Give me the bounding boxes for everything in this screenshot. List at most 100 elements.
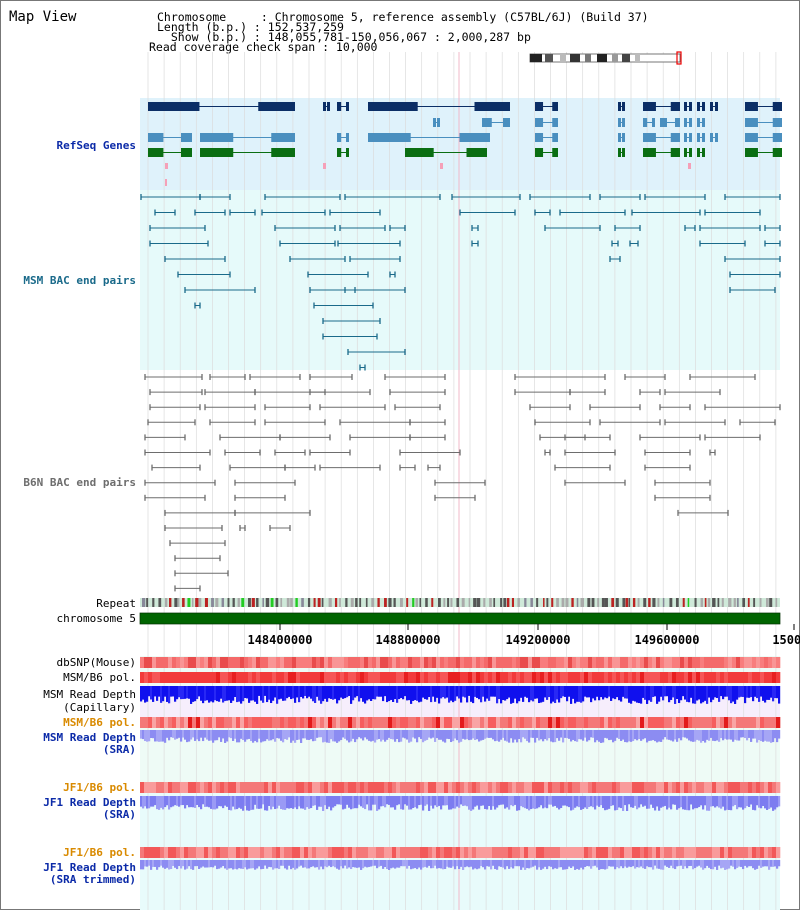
jf1-read-depth-trim-bar <box>246 860 249 870</box>
msm-read-depth-sra-bar <box>700 730 703 743</box>
jf1-read-depth-bar <box>304 796 307 810</box>
msm-b6-pol-sra-cell <box>320 717 325 728</box>
refseq-gene-exon <box>622 102 625 111</box>
jf1-read-depth-trim-bar <box>334 860 337 868</box>
jf1-read-depth-bar <box>620 796 623 809</box>
track-label-msm-bac[interactable]: MSM BAC end pairs <box>23 274 136 287</box>
jf1-b6-pol-trim-cell <box>600 847 605 858</box>
track-label-refseq[interactable]: RefSeq Genes <box>56 139 136 152</box>
msm-read-depth-sra-bar <box>578 730 581 740</box>
msm-b6-pol-cell <box>640 672 645 683</box>
msm-read-depth-bar <box>424 686 427 700</box>
msm-read-depth-sra-bar <box>552 730 555 743</box>
jf1-b6-pol-trim-cell <box>696 847 701 858</box>
track-label-jf1-b6-pol[interactable]: JF1/B6 pol. <box>63 781 136 794</box>
msm-b6-pol-sra-cell <box>628 717 633 728</box>
msm-read-depth-bar <box>700 686 703 704</box>
msm-read-depth-bar <box>592 686 595 699</box>
msm-read-depth-sra-bar <box>562 730 565 743</box>
jf1-read-depth-trim-bar <box>372 860 375 866</box>
msm-b6-pol-sra-cell <box>556 717 561 728</box>
track-label-b6n-bac[interactable]: B6N BAC end pairs <box>23 476 136 489</box>
msm-read-depth-sra-bar <box>702 730 705 741</box>
jf1-read-depth-trim-bar <box>148 860 151 866</box>
track-label-jf1-read-depth-trim[interactable]: JF1 Read Depth <box>43 861 136 874</box>
msm-read-depth-sra-bar <box>442 730 445 742</box>
jf1-read-depth-trim-bar <box>610 860 613 867</box>
msm-read-depth-sra-bar <box>770 730 773 743</box>
dbsnp-cell <box>720 657 725 668</box>
refseq-gene-exon <box>697 148 700 157</box>
msm-read-depth-bar <box>772 686 775 702</box>
refseq-genes-track[interactable] <box>148 102 782 186</box>
refseq-gene-exon <box>643 133 656 142</box>
track-label-msm-read-depth-sra[interactable]: MSM Read Depth <box>43 731 136 744</box>
jf1-read-depth-bar <box>596 796 599 806</box>
msm-b6-pol-cell <box>568 672 573 683</box>
msm-read-depth-sra-bar <box>740 730 743 738</box>
refseq-gene-exon <box>643 102 656 111</box>
jf1-read-depth-trim-bar <box>510 860 513 868</box>
polymorphism-tracks[interactable] <box>140 657 781 870</box>
msm-read-depth-sra-bar <box>688 730 691 741</box>
msm-read-depth-sra-bar <box>394 730 397 742</box>
msm-read-depth-sra-bar <box>468 730 471 741</box>
track-label-msm-b6-pol[interactable]: MSM/B6 pol. <box>63 671 136 684</box>
jf1-read-depth-trim-bar <box>500 860 503 867</box>
jf1-read-depth-trim-bar <box>604 860 607 870</box>
msm-read-depth-sra-bar <box>254 730 257 742</box>
msm-b6-pol-cell <box>404 672 409 683</box>
track-label-jf1-b6-pol-trim[interactable]: JF1/B6 pol. <box>63 846 136 859</box>
track-label-dbsnp[interactable]: dbSNP(Mouse) <box>56 656 136 669</box>
msm-read-depth-bar <box>284 686 287 701</box>
msm-read-depth-bar <box>418 686 421 703</box>
msm-read-depth-sra-bar <box>458 730 461 743</box>
msm-b6-pol-sra-cell <box>536 717 541 728</box>
msm-read-depth-sra-bar <box>678 730 681 739</box>
jf1-b6-pol-cell <box>720 782 725 793</box>
jf1-read-depth-trim-bar <box>606 860 609 869</box>
msm-read-depth-sra-bar <box>532 730 535 738</box>
dbsnp-cell <box>344 657 349 668</box>
jf1-read-depth-bar <box>202 796 205 805</box>
msm-bac-track[interactable] <box>140 194 781 371</box>
msm-read-depth-sra-bar <box>434 730 437 742</box>
track-label-msm-b6-pol-sra[interactable]: MSM/B6 pol. <box>63 716 136 729</box>
jf1-b6-pol-trim-cell <box>412 847 417 858</box>
jf1-b6-pol-cell <box>660 782 665 793</box>
jf1-read-depth-bar <box>310 796 313 809</box>
track-label-msm-read-depth[interactable]: MSM Read Depth <box>43 688 136 701</box>
track-label-repeat[interactable]: Repeat <box>96 597 136 610</box>
jf1-b6-pol-trim-cell <box>728 847 733 858</box>
msm-read-depth-bar <box>176 686 179 700</box>
jf1-read-depth-bar <box>272 796 275 807</box>
repeat-element <box>345 598 348 607</box>
msm-read-depth-bar <box>178 686 181 698</box>
dbsnp-cell <box>396 657 401 668</box>
msm-read-depth-bar <box>358 686 361 702</box>
repeat-element <box>211 598 214 607</box>
jf1-b6-pol-cell <box>580 782 585 793</box>
jf1-read-depth-bar <box>290 796 293 809</box>
msm-read-depth-bar <box>554 686 557 704</box>
msm-b6-pol-sra-cell <box>148 717 153 728</box>
b6n-bac-track[interactable] <box>144 374 781 592</box>
jf1-b6-pol-trim-cell <box>212 847 217 858</box>
msm-read-depth-bar <box>598 686 601 701</box>
repeat-element <box>503 598 507 607</box>
msm-read-depth-sra-bar <box>238 730 241 743</box>
jf1-read-depth-trim-bar <box>236 860 239 870</box>
jf1-b6-pol-trim-cell <box>672 847 677 858</box>
track-label-sra-1: (SRA) <box>102 743 136 756</box>
jf1-b6-pol-cell <box>744 782 749 793</box>
msm-b6-pol-cell <box>324 672 329 683</box>
msm-b6-pol-cell <box>592 672 597 683</box>
jf1-read-depth-trim-bar <box>754 860 757 870</box>
jf1-b6-pol-trim-cell <box>252 847 257 858</box>
repeat-track[interactable] <box>140 598 780 607</box>
track-label-jf1-read-depth[interactable]: JF1 Read Depth <box>43 796 136 809</box>
msm-read-depth-sra-bar <box>450 730 453 743</box>
msm-read-depth-sra-bar <box>402 730 405 738</box>
repeat-element <box>700 598 704 607</box>
